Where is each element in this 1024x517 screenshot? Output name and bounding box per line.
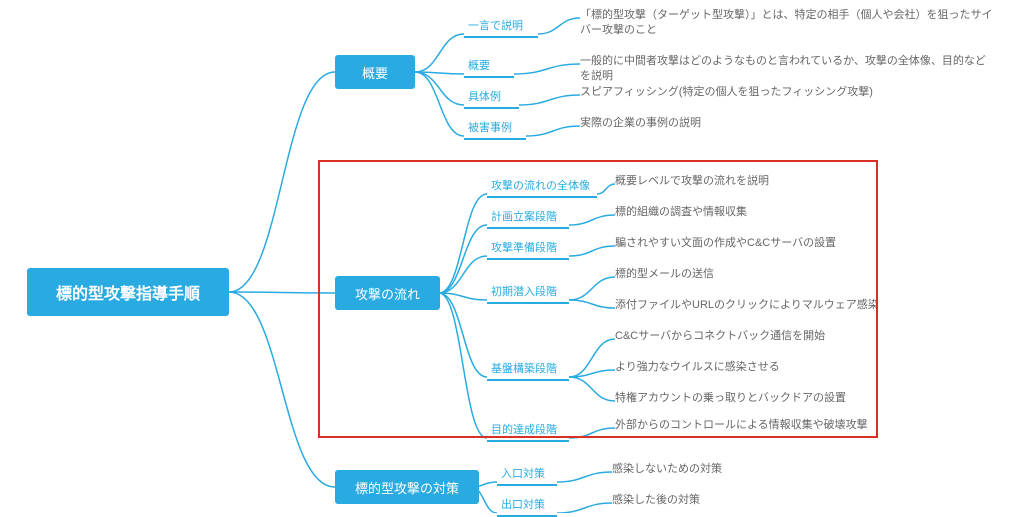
leaf-c2-0: 感染した後の対策 [612,493,912,508]
branch-flow: 攻撃の流れ [335,276,440,310]
leaf-ov4-0: 実際の企業の事例の説明 [580,116,996,131]
sub-f5: 基盤構築段階 [487,357,569,381]
sub-f6: 目的達成段階 [487,418,569,442]
sub-f4: 初期潜入段階 [487,280,569,304]
root-node: 標的型攻撃指導手順 [27,268,229,316]
leaf-ov1-0: 「標的型攻撃（ターゲット型攻撃）」とは、特定の相手（個人や会社）を狙ったサイバー… [580,8,996,39]
sub-ov3: 具体例 [464,85,519,109]
leaf-f1-0: 概要レベルで攻撃の流れを説明 [615,174,915,189]
leaf-f4-1: 添付ファイルやURLのクリックによりマルウェア感染 [615,298,975,313]
leaf-f3-0: 騙されやすい文面の作成やC&Cサーバの設置 [615,236,975,251]
sub-c1: 入口対策 [497,462,557,486]
sub-f3: 攻撃準備段階 [487,236,569,260]
leaf-f5-0: C&Cサーバからコネクトバック通信を開始 [615,329,975,344]
leaf-f5-1: より強力なウイルスに感染させる [615,360,975,375]
branch-counter: 標的型攻撃の対策 [335,470,479,504]
sub-f1: 攻撃の流れの全体像 [487,174,597,198]
leaf-ov2-0: 一般的に中間者攻撃はどのようなものと言われているか、攻撃の全体像、目的などを説明 [580,54,996,85]
leaf-c1-0: 感染しないための対策 [612,462,912,477]
leaf-ov3-0: スピアフィッシング(特定の個人を狙ったフィッシング攻撃) [580,85,996,100]
sub-c2: 出口対策 [497,493,557,517]
sub-ov4: 被害事例 [464,116,526,140]
leaf-f5-2: 特権アカウントの乗っ取りとバックドアの設置 [615,391,975,406]
leaf-f4-0: 標的型メールの送信 [615,267,915,282]
sub-f2: 計画立案段階 [487,205,569,229]
leaf-f2-0: 標的組織の調査や情報収集 [615,205,915,220]
leaf-f6-0: 外部からのコントロールによる情報収集や破壊攻撃 [615,418,975,433]
sub-ov2: 概要 [464,54,514,78]
sub-ov1: 一言で説明 [464,14,538,38]
branch-overview: 概要 [335,55,415,89]
